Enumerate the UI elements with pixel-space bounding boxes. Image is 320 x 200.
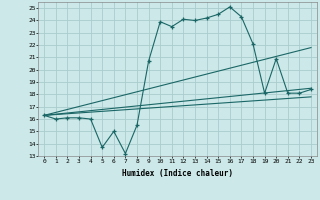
X-axis label: Humidex (Indice chaleur): Humidex (Indice chaleur) [122,169,233,178]
